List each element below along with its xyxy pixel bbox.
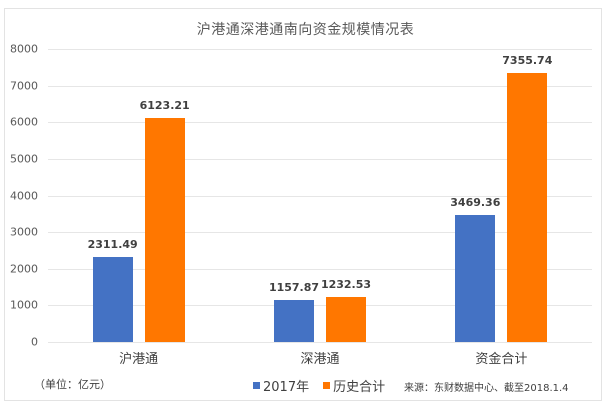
gridline (48, 49, 592, 50)
bar-2017 (455, 214, 496, 342)
gridline (48, 195, 592, 197)
source-note: 来源：东财数据中心、截至2018.1.4 (404, 383, 569, 394)
y-tick-label: 4000 (10, 189, 38, 202)
y-tick-label: 1000 (10, 298, 38, 312)
y-tick-label: 3000 (10, 225, 38, 239)
bar-2017 (274, 299, 314, 342)
bar-2017 (92, 257, 133, 342)
legend-item-2017: 2017年 (253, 376, 309, 395)
gridline (48, 85, 592, 87)
bar-value-label: 2311.49 (87, 238, 138, 252)
bar-value-label: 3469.36 (450, 195, 501, 209)
legend-label: 历史合计 (333, 380, 386, 395)
y-tick-label: 7000 (10, 79, 38, 93)
bar-value-label: 1232.53 (320, 277, 372, 291)
legend-label: 2017年 (263, 380, 310, 395)
gridline (48, 268, 592, 270)
legend: 2017年 历史合计 (253, 376, 399, 395)
gridline (48, 122, 592, 124)
chart-title: 沪港通深港通南向资金规模情况表 (196, 22, 415, 38)
unit-note: （单位：亿元） (34, 378, 111, 391)
plot-area: 2311.49 6123.21 1157.87 1232.53 3469.36 7355.… (48, 49, 592, 343)
bar-history-total (326, 296, 366, 342)
gridline (48, 305, 592, 307)
category-label: 资金合计 (475, 352, 528, 367)
bar-value-label: 7355.74 (502, 53, 553, 67)
y-tick-label: 6000 (10, 115, 38, 129)
y-tick-label: 5000 (10, 152, 38, 166)
bar-value-label: 6123.21 (139, 98, 190, 112)
gridline (48, 232, 592, 234)
gridline (48, 158, 592, 160)
legend-swatch-orange (323, 382, 331, 389)
y-tick-label: 0 (31, 335, 38, 349)
bar-value-label: 1157.87 (268, 280, 320, 294)
y-tick-label: 2000 (10, 262, 38, 276)
category-label: 深港通 (300, 352, 340, 367)
legend-swatch-blue (253, 382, 260, 389)
category-label: 沪港通 (119, 352, 159, 367)
legend-item-history-total: 历史合计 (323, 376, 385, 395)
y-tick-label: 8000 (10, 42, 38, 56)
gridline (48, 342, 592, 343)
bar-history-total (144, 117, 185, 342)
bar-history-total (507, 72, 548, 342)
